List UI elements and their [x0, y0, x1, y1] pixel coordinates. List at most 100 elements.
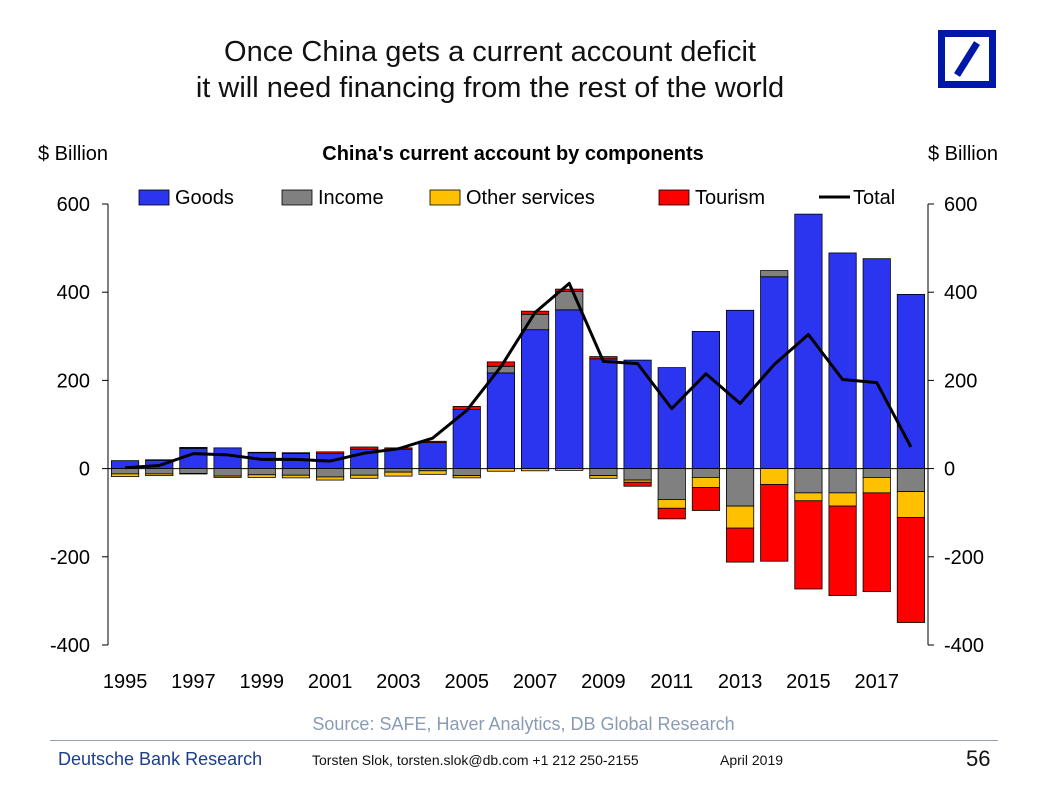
bar-tourism-1996: [145, 459, 174, 461]
legend-label-total: Total: [853, 187, 895, 209]
legend-label-goods: Goods: [175, 187, 234, 209]
bar-income-2005: [452, 468, 481, 477]
bar-tourism-2017: [862, 492, 891, 593]
bar-tourism-1999: [247, 451, 276, 454]
x-tick-label-2011: 2011: [650, 671, 693, 693]
bar-income-2016: [828, 468, 857, 494]
bar-goods-2010: [623, 359, 652, 469]
footer-date: April 2019: [720, 752, 784, 768]
bar-other-services-2013: [726, 505, 755, 529]
bar-income-2012: [691, 468, 720, 478]
bar-other-services-2011: [657, 499, 686, 509]
bar-other-services-2009: [589, 475, 618, 479]
left-y-tick-label-400: 400: [57, 282, 90, 304]
x-tick-label-2005: 2005: [445, 671, 490, 693]
legend-swatch-goods: [138, 189, 170, 206]
bar-goods-2014: [760, 276, 789, 469]
x-tick-label-2003: 2003: [376, 671, 421, 693]
right-y-tick-label--200: -200: [944, 547, 984, 569]
bar-income-1998: [213, 468, 242, 477]
bar-other-services-1997: [179, 473, 208, 475]
total-line-group: [124, 281, 913, 470]
logo-slash: [954, 41, 980, 77]
page-number: 56: [966, 746, 991, 771]
x-tick-label-1997: 1997: [171, 671, 216, 693]
legend-label-other-services: Other services: [466, 187, 595, 209]
bar-goods-2009: [589, 358, 618, 470]
bar-tourism-2013: [726, 527, 755, 563]
bar-tourism-2014: [760, 484, 789, 562]
bar-income-1997: [179, 468, 208, 474]
bar-other-services-2004: [418, 470, 447, 475]
bar-income-2014: [760, 270, 789, 278]
bar-income-2003: [384, 468, 413, 473]
x-tick-label-2001: 2001: [308, 671, 353, 693]
footer-author-contact: Torsten Slok, torsten.slok@db.com +1 212…: [312, 752, 639, 768]
right-y-tick-label--400: -400: [944, 635, 984, 657]
bar-tourism-2000: [281, 452, 310, 455]
bar-goods-2013: [726, 309, 755, 470]
bar-income-2009: [589, 468, 618, 477]
legend-swatch-other-services: [429, 189, 461, 206]
current-account-chart: China's current account by components $ …: [38, 143, 998, 693]
bars-group: [111, 213, 925, 623]
slide-title: Once China gets a current account defici…: [110, 34, 870, 106]
chart-title: China's current account by components: [322, 143, 703, 165]
bar-other-services-2001: [316, 476, 345, 481]
bar-tourism-2011: [657, 507, 686, 520]
bar-goods-2003: [384, 448, 413, 470]
bar-income-2018: [896, 468, 925, 492]
slide-title-line-1: Once China gets a current account defici…: [224, 36, 756, 68]
left-y-tick-label-200: 200: [57, 370, 90, 392]
left-y-tick-label--400: -400: [50, 635, 90, 657]
bar-goods-2017: [862, 258, 891, 469]
bar-other-services-2016: [828, 492, 857, 507]
deutsche-bank-logo-icon: [938, 30, 996, 88]
bar-goods-2006: [486, 372, 515, 469]
bar-other-services-2000: [281, 474, 310, 479]
bar-tourism-2016: [828, 505, 857, 597]
x-tick-label-2017: 2017: [855, 671, 900, 693]
bar-tourism-2018: [896, 517, 925, 623]
right-y-tick-label-600: 600: [944, 194, 977, 216]
footer-divider: [50, 740, 998, 741]
bar-other-services-1995: [111, 473, 140, 477]
bar-other-services-1998: [213, 475, 242, 478]
bar-goods-2008: [555, 309, 584, 469]
bar-income-1995: [111, 468, 140, 475]
legend-swatch-tourism: [658, 189, 690, 206]
left-axis-unit-label: $ Billion: [38, 143, 108, 165]
bar-other-services-2017: [862, 477, 891, 494]
bar-other-services-2008: [555, 468, 584, 471]
bar-other-services-1999: [247, 474, 276, 478]
source-note: Source: SAFE, Haver Analytics, DB Global…: [312, 714, 735, 734]
bar-tourism-2001: [316, 451, 345, 454]
legend-swatch-income: [281, 189, 313, 206]
right-y-tick-label-200: 200: [944, 370, 977, 392]
bar-tourism-2010: [623, 481, 652, 487]
bar-goods-2007: [521, 329, 550, 470]
left-y-tick-label-0: 0: [79, 459, 90, 481]
bar-other-services-2003: [384, 471, 413, 477]
bar-tourism-2008: [555, 288, 584, 292]
legend-label-income: Income: [318, 187, 384, 209]
right-axis-unit-label: $ Billion: [928, 143, 998, 165]
left-y-tick-label-600: 600: [57, 194, 90, 216]
legend: Goods Income Other services Tourism Total: [138, 187, 895, 209]
bar-other-services-2002: [350, 474, 379, 479]
bar-other-services-2007: [521, 468, 550, 472]
axes-group: -400 -400 -200 -200 0 0 200 200 400 400 600 600 1995…: [50, 194, 984, 693]
x-tick-label-1999: 1999: [240, 671, 285, 693]
bar-goods-2012: [691, 331, 720, 470]
bar-tourism-2015: [794, 500, 823, 590]
right-y-tick-label-0: 0: [944, 459, 955, 481]
bar-other-services-2014: [760, 468, 789, 485]
bar-other-services-2006: [486, 468, 515, 472]
bar-income-2015: [794, 468, 823, 494]
bar-tourism-1997: [179, 447, 208, 449]
left-y-tick-label--200: -200: [50, 547, 90, 569]
bar-goods-2004: [418, 442, 447, 469]
bar-income-1996: [145, 468, 174, 475]
x-tick-label-2015: 2015: [786, 671, 831, 693]
bar-other-services-2012: [691, 477, 720, 488]
